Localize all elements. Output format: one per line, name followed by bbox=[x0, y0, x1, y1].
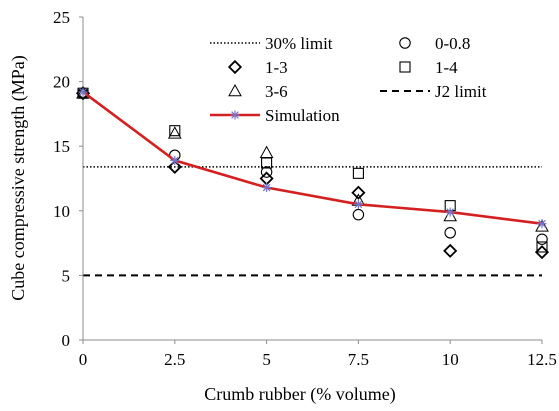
x-tick-label: 5 bbox=[262, 350, 271, 369]
legend-swatch bbox=[399, 61, 411, 73]
legend-label: 1-3 bbox=[265, 58, 288, 77]
y-tick-label: 25 bbox=[53, 8, 70, 27]
x-tick-label: 12.5 bbox=[527, 350, 557, 369]
legend-item-3-6: 3-6 bbox=[228, 82, 288, 101]
data-point-simulation bbox=[262, 183, 272, 193]
x-tick-label: 7.5 bbox=[348, 350, 369, 369]
x-tick-label: 2.5 bbox=[164, 350, 185, 369]
data-point-simulation bbox=[445, 207, 455, 217]
y-axis-title: Cube compressive strength (MPa) bbox=[8, 55, 29, 300]
y-tick-label: 10 bbox=[53, 202, 70, 221]
data-point-3-6 bbox=[167, 126, 182, 139]
data-point-1-3 bbox=[167, 159, 182, 174]
data-point-simulation bbox=[537, 219, 547, 229]
legend-swatch bbox=[399, 37, 411, 49]
legend-item-1-4: 1-4 bbox=[399, 58, 458, 77]
y-tick-label: 15 bbox=[53, 137, 70, 156]
reference-lines bbox=[83, 166, 542, 277]
series-1-3 bbox=[75, 86, 550, 260]
legend-label: 1-4 bbox=[435, 58, 458, 77]
data-point-1-3 bbox=[534, 245, 550, 260]
legend-item-0-0-8: 0-0.8 bbox=[399, 34, 470, 53]
legend-label: 0-0.8 bbox=[435, 34, 470, 53]
data-point-0-0-8 bbox=[444, 227, 456, 239]
data-point-1-3 bbox=[351, 185, 366, 200]
data-point-3-6 bbox=[259, 145, 274, 158]
data-point-1-4 bbox=[536, 241, 548, 253]
legend: 30% limit 0-0.8 1-3 1-4 3-6 J2 limit Simulatio… bbox=[210, 34, 487, 125]
tick-labels: 0 2.5 5 7.5 10 12.5 0 5 10 15 20 25 bbox=[53, 8, 557, 369]
data-point-3-6 bbox=[535, 219, 549, 232]
data-point-1-4 bbox=[261, 157, 273, 169]
series bbox=[75, 86, 550, 260]
data-point-0-0-8 bbox=[352, 208, 365, 221]
y-tick-label: 0 bbox=[62, 331, 71, 350]
simulation-line bbox=[82, 90, 543, 226]
x-tick-label: 10 bbox=[442, 350, 459, 369]
axes bbox=[82, 17, 542, 341]
x-tick-label: 0 bbox=[79, 350, 88, 369]
data-point-0-0-8 bbox=[260, 166, 273, 178]
legend-swatch bbox=[230, 110, 240, 120]
legend-swatch bbox=[227, 59, 243, 75]
legend-label: 30% limit bbox=[265, 34, 333, 53]
legend-label: Simulation bbox=[265, 106, 340, 125]
legend-item-j2-limit: J2 limit bbox=[380, 82, 487, 101]
data-point-1-3 bbox=[443, 243, 458, 258]
data-point-0-0-8 bbox=[536, 233, 548, 245]
y-tick-label: 20 bbox=[53, 73, 70, 92]
data-point-1-4 bbox=[352, 167, 364, 179]
data-point-1-3 bbox=[75, 86, 91, 101]
y-tick-label: 5 bbox=[62, 266, 71, 285]
legend-label: J2 limit bbox=[435, 82, 487, 101]
data-point-simulation bbox=[170, 155, 180, 165]
legend-item-simulation: Simulation bbox=[210, 106, 340, 125]
data-point-1-4 bbox=[169, 125, 181, 137]
legend-label: 3-6 bbox=[265, 82, 288, 101]
legend-item-30-limit: 30% limit bbox=[210, 34, 333, 53]
legend-item-1-3: 1-3 bbox=[227, 58, 288, 77]
data-point-simulation bbox=[78, 87, 88, 97]
data-point-simulation bbox=[353, 199, 363, 209]
legend-swatch bbox=[228, 83, 242, 97]
series-simulation bbox=[78, 87, 547, 229]
x-axis-title: Crumb rubber (% volume) bbox=[204, 384, 395, 405]
